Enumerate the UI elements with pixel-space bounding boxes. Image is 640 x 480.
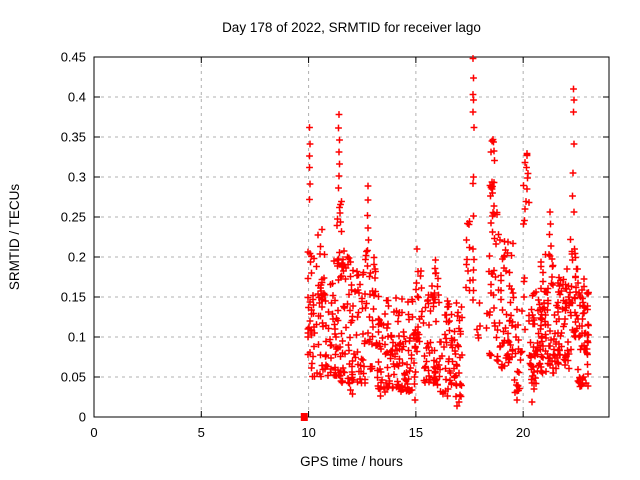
x-axis-label: GPS time / hours [300, 454, 403, 469]
x-tick-label: 5 [198, 425, 205, 440]
plot-border-rect [93, 56, 610, 418]
y-tick-label: 0.45 [61, 50, 86, 65]
x-tick-label: 15 [409, 425, 423, 440]
y-tick-label: 0.15 [61, 290, 86, 305]
x-tick-label: 10 [301, 425, 315, 440]
y-tick-label: 0 [79, 410, 86, 425]
y-tick-label: 0.1 [68, 330, 86, 345]
y-tick-label: 0.4 [68, 90, 86, 105]
scatter-points [300, 55, 592, 421]
zero-value-marker [300, 413, 308, 421]
data-point-markers [304, 55, 592, 410]
x-tick-label: 20 [516, 425, 530, 440]
x-tick-label: 0 [90, 425, 97, 440]
y-tick-label: 0.25 [61, 210, 86, 225]
tick-labels: 0 5 10 15 20 0 0.05 0.1 0.15 0.2 0.25 0.3 0.35 0.4 0.4… [61, 50, 531, 441]
chart-title: Day 178 of 2022, SRMTID for receiver lag… [222, 20, 481, 35]
y-tick-label: 0.35 [61, 130, 86, 145]
y-tick-label: 0.2 [68, 250, 86, 265]
y-tick-label: 0.05 [61, 370, 86, 385]
y-tick-label: 0.3 [68, 170, 86, 185]
plot-border [93, 56, 610, 418]
